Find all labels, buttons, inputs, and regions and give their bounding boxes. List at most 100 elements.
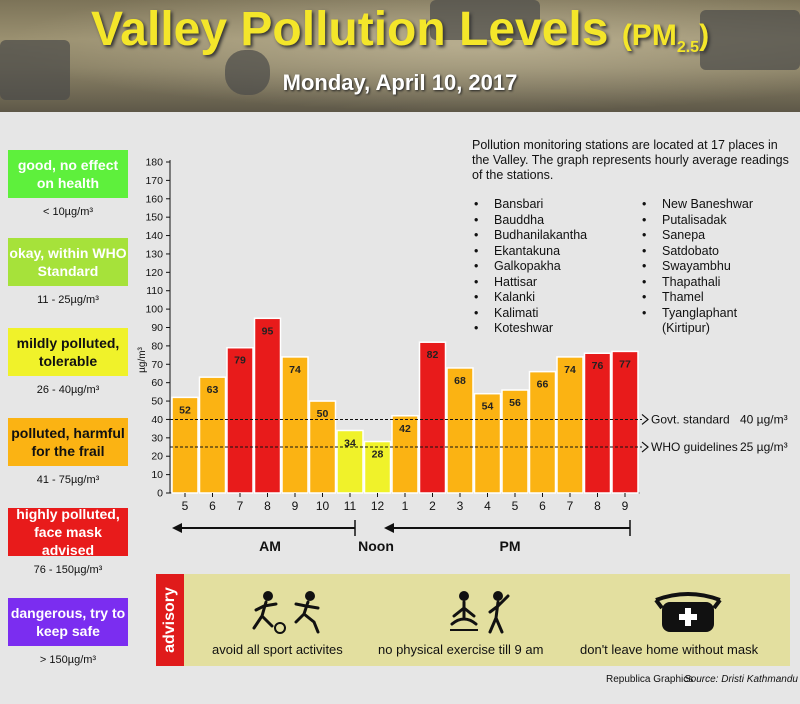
station-item: Tyanglaphant [640, 306, 753, 322]
advisory-tab-label: advisory [161, 587, 178, 653]
station-item: Swayambhu [640, 259, 753, 275]
y-tick-label: 50 [151, 396, 163, 408]
bar-value-label: 74 [564, 364, 576, 376]
x-tick-label: 12 [371, 499, 385, 513]
info-description: Pollution monitoring stations are locate… [472, 138, 789, 182]
x-tick-label: 2 [429, 499, 436, 513]
y-tick-label: 30 [151, 432, 163, 444]
x-tick-label: 6 [209, 499, 216, 513]
bar-value-label: 63 [207, 384, 219, 396]
x-tick-label: 9 [622, 499, 629, 513]
y-tick-label: 10 [151, 469, 163, 481]
exercise-icon [450, 591, 510, 634]
reference-value: 40 µg/m³ [740, 412, 788, 426]
credit-source: Source: Dristi Kathmandu [684, 674, 798, 685]
y-tick-label: 20 [151, 451, 163, 463]
stations-list-right: New BaneshwarPutalisadakSanepaSatdobatoS… [640, 197, 753, 337]
x-tick-label: 8 [594, 499, 601, 513]
title-subscript: 2.5 [676, 39, 700, 56]
advisory-mask: don't leave home without mask [580, 642, 759, 657]
x-tick-label: 8 [264, 499, 271, 513]
title-main: Valley Pollution Levels [90, 3, 609, 56]
y-tick-label: 110 [146, 285, 163, 297]
bar [391, 415, 419, 494]
title-pm-text: (PM [621, 19, 677, 52]
bar-value-label: 76 [592, 360, 604, 372]
bar-value-label: 95 [262, 325, 274, 337]
bar [418, 341, 447, 494]
station-item: Bauddha [472, 213, 587, 229]
bar-value-label: 77 [619, 358, 631, 370]
x-tick-label: 1 [402, 499, 409, 513]
bar-value-label: 34 [344, 437, 356, 449]
x-tick-label: 7 [567, 499, 574, 513]
bar-value-label: 28 [372, 449, 384, 461]
station-item: Satdobato [640, 244, 753, 260]
pm-arrow-left [384, 523, 394, 533]
station-item: Putalisadak [640, 213, 753, 229]
y-tick-label: 140 [145, 230, 163, 242]
station-item: Thapathali [640, 275, 753, 291]
bar-value-label: 54 [482, 401, 494, 413]
title-close: ) [699, 19, 710, 52]
station-item: Galkopakha [472, 259, 587, 275]
x-tick-label: 4 [484, 499, 491, 513]
vehicle-silhouette [430, 0, 540, 40]
x-tick-label: 6 [539, 499, 546, 513]
y-tick-label: 90 [151, 322, 163, 334]
bar-value-label: 79 [234, 355, 246, 367]
bar [556, 356, 584, 494]
x-tick-label: 10 [316, 499, 330, 513]
legend-swatch: polluted, harmful for the frail [8, 418, 128, 466]
bar [446, 367, 474, 494]
bar-value-label: 42 [399, 423, 411, 435]
legend-swatch: okay, within WHO Standard [8, 238, 128, 286]
stations-list-left: BansbariBauddhaBudhanilakanthaEkantakuna… [472, 197, 587, 337]
title-pm: (PM2.5) [621, 19, 710, 56]
bar [226, 346, 254, 494]
x-tick-label: 7 [237, 499, 244, 513]
legend-range: 41 - 75µg/m³ [36, 474, 100, 486]
station-item: Sanepa [640, 228, 753, 244]
motorbike-silhouette [225, 50, 270, 95]
legend-swatch: highly polluted, face mask advised [8, 506, 128, 558]
bar-value-label: 74 [289, 364, 301, 376]
station-item: Koteshwar [472, 321, 587, 337]
x-tick-label: 11 [344, 499, 357, 513]
vehicle-silhouette [700, 10, 800, 70]
station-item: Kalimati [472, 306, 587, 322]
y-tick-label: 0 [157, 488, 163, 500]
bar-value-label: 56 [509, 397, 521, 409]
y-tick-label: 80 [151, 340, 163, 352]
bar [501, 389, 529, 494]
period-am: AM [259, 538, 281, 554]
legend-swatch: mildly polluted, tolerable [8, 328, 128, 376]
y-tick-label: 40 [151, 414, 163, 426]
y-tick-label: 60 [151, 377, 163, 389]
reference-label: Govt. standard [651, 412, 730, 426]
legend-swatch: dangerous, try to keep safe [8, 598, 128, 646]
bar [281, 356, 309, 494]
bar-value-label: 82 [427, 349, 439, 361]
bar [308, 400, 337, 494]
legend-range: 26 - 40µg/m³ [36, 384, 100, 396]
y-tick-label: 150 [145, 212, 163, 224]
reference-label: WHO guidelines [651, 440, 738, 454]
legend-range: 11 - 25µg/m³ [37, 294, 99, 306]
advisory-tab: advisory [156, 574, 184, 666]
period-pm: PM [500, 538, 521, 554]
legend-range: > 150µg/m³ [39, 654, 97, 666]
vehicle-silhouette [0, 40, 70, 100]
station-item: Budhanilakantha [472, 228, 587, 244]
station-item: Ekantakuna [472, 244, 587, 260]
bar [473, 392, 502, 494]
advisory-sport: avoid all sport activites [212, 642, 343, 657]
period-noon: Noon [358, 538, 394, 554]
bar [363, 440, 392, 494]
y-axis-label: µg/m³ [137, 346, 148, 372]
mask-icon [654, 592, 722, 632]
bar [253, 317, 282, 494]
page-title: Valley Pollution Levels (PM2.5) [0, 2, 800, 57]
reference-arrow [641, 441, 649, 453]
y-tick-label: 100 [145, 304, 163, 316]
